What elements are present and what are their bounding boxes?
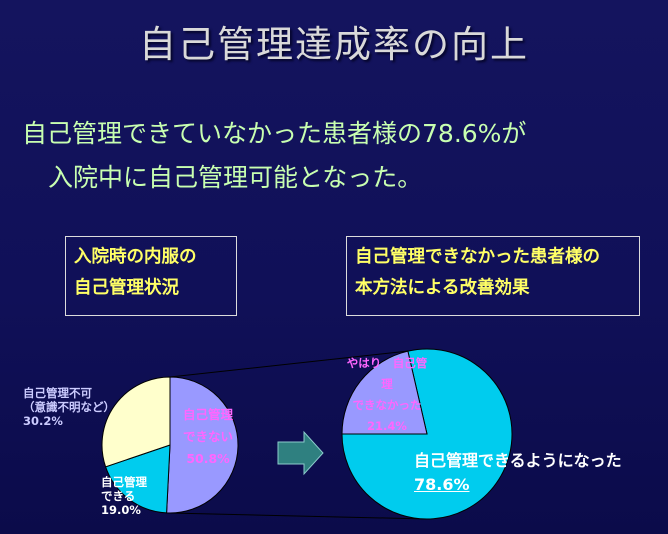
pie-slice-cannot	[166, 376, 239, 514]
left-caption-line-1: 入院時の内服の	[74, 247, 197, 267]
right-caption-line-2: 本方法による改善効果	[355, 278, 530, 298]
left-chart-caption-box: 入院時の内服の 自己管理状況	[65, 236, 237, 316]
left-label-can: 自己管理 できる 19.0%	[101, 475, 147, 517]
right-arrow-icon	[277, 430, 324, 476]
left-caption-line-2: 自己管理状況	[74, 278, 179, 298]
pie-slice-still-cannot	[341, 350, 428, 435]
summary-line-2: 入院中に自己管理可能となった。	[48, 163, 423, 192]
pie-slice-can	[104, 444, 171, 514]
right-label-improved: 自己管理できるようになった 78.6%	[414, 451, 622, 494]
right-chart-caption-box: 自己管理できなかった患者様の 本方法による改善効果	[346, 236, 640, 316]
pie-slice-impossible	[101, 376, 171, 468]
right-pie-chart	[341, 348, 513, 520]
connector-line-bottom	[169, 512, 428, 520]
summary-line-1: 自己管理できていなかった患者様の78.6%が	[22, 119, 527, 148]
page-title: 自己管理達成率の向上	[139, 23, 529, 66]
right-caption-line-1: 自己管理できなかった患者様の	[355, 247, 600, 267]
left-pie-chart	[101, 376, 239, 514]
left-label-cannot: 自己管理 できない 50.8%	[182, 407, 233, 466]
left-label-impossible: 自己管理不可 （意識不明など） 30.2%	[23, 386, 115, 428]
summary-text: 自己管理できていなかった患者様の78.6%が 入院中に自己管理可能となった。	[22, 112, 526, 200]
connector-line-top	[169, 348, 428, 378]
right-label-still-cannot: やはり 自己管理 できなかった 21.4%	[346, 356, 428, 433]
